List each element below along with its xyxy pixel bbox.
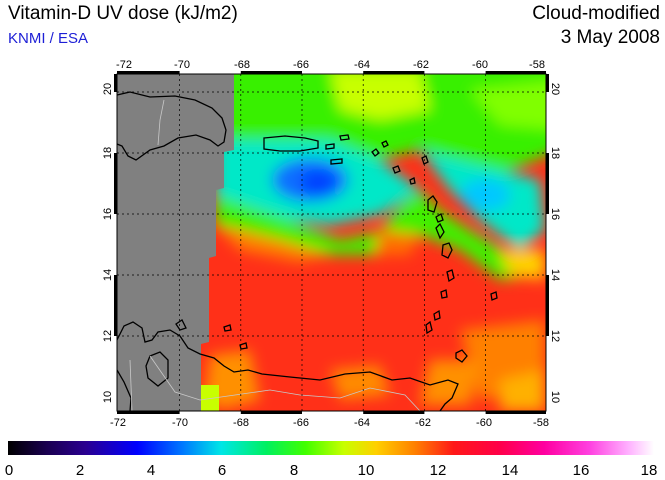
lon-tick-label: -58 xyxy=(529,59,545,71)
colorbar-tick-label: 2 xyxy=(76,462,84,479)
lon-tick-label: -58 xyxy=(533,417,549,429)
lon-tick-label: -68 xyxy=(234,59,250,71)
lon-tick-label: -72 xyxy=(110,417,126,429)
colorbar-tick-label: 12 xyxy=(430,462,447,479)
lat-tick-label: 18 xyxy=(102,147,114,159)
graticule xyxy=(117,74,546,411)
lat-tick-label: 16 xyxy=(102,208,114,220)
lon-tick-label: -60 xyxy=(472,59,488,71)
colorbar-tick-label: 0 xyxy=(5,462,13,479)
lat-tick-label: 18 xyxy=(549,147,561,159)
uv-field xyxy=(117,74,546,411)
colorbar-tick-label: 14 xyxy=(502,462,519,479)
map-title: Vitamin-D UV dose (kJ/m2) xyxy=(8,3,238,24)
colorbar-tick-label: 8 xyxy=(290,462,298,479)
credit-label: KNMI / ESA xyxy=(8,30,89,47)
colorbar-tick-label: 4 xyxy=(147,462,155,479)
map-frame xyxy=(114,71,549,414)
lon-tick-label: -70 xyxy=(172,417,188,429)
lon-tick-label: -62 xyxy=(413,59,429,71)
lon-tick-label: -64 xyxy=(354,417,370,429)
lon-tick-label: -62 xyxy=(415,417,431,429)
lat-tick-label: 16 xyxy=(549,208,561,220)
colorbar-tick-label: 6 xyxy=(218,462,226,479)
lon-tick-label: -72 xyxy=(116,59,132,71)
mode-label: Cloud-modified xyxy=(532,3,660,24)
lon-tick-label: -66 xyxy=(293,59,309,71)
colorbar-tick-label: 16 xyxy=(573,462,590,479)
lat-tick-label: 12 xyxy=(549,330,561,342)
lon-tick-labels-bottom: -72 -70 -68 -66 -64 -62 -60 -58 xyxy=(110,417,549,429)
lat-tick-labels-right: 10 12 14 16 18 20 xyxy=(549,83,561,403)
lat-tick-label: 20 xyxy=(549,83,561,95)
lat-tick-label: 10 xyxy=(102,391,114,403)
lon-tick-label: -68 xyxy=(233,417,249,429)
lat-tick-label: 10 xyxy=(549,391,561,403)
date-label: 3 May 2008 xyxy=(560,27,660,48)
lon-tick-label: -64 xyxy=(354,59,370,71)
colorbar-tick-labels: 0 2 4 6 8 10 12 14 16 18 xyxy=(5,462,658,479)
lat-tick-label: 20 xyxy=(102,83,114,95)
lon-tick-label: -70 xyxy=(174,59,190,71)
lat-tick-label: 14 xyxy=(549,269,561,281)
lon-tick-labels-top: -72 -70 -68 -66 -64 -62 -60 -58 xyxy=(116,59,545,71)
lat-tick-label: 12 xyxy=(102,330,114,342)
colorbar xyxy=(8,441,654,455)
lat-tick-labels-left: 10 12 14 16 18 20 xyxy=(102,83,114,403)
lat-tick-label: 14 xyxy=(102,269,114,281)
borders xyxy=(129,99,421,411)
colorbar-tick-label: 18 xyxy=(641,462,658,479)
colorbar-tick-label: 10 xyxy=(358,462,375,479)
lon-tick-label: -60 xyxy=(476,417,492,429)
lon-tick-label: -66 xyxy=(293,417,309,429)
